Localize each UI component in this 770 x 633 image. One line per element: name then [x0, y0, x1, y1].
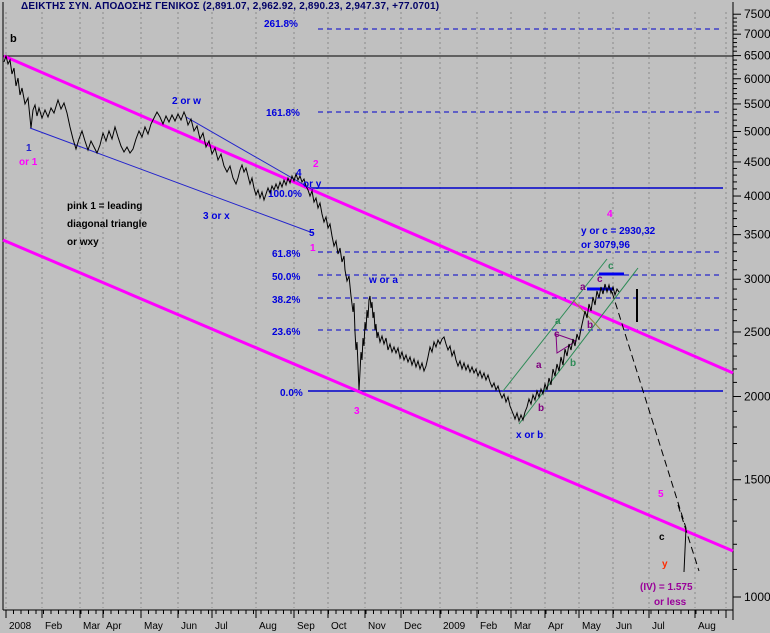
y-axis-label: 7000 — [744, 27, 770, 41]
projection-branch-a — [683, 527, 687, 573]
fib-label-23.6%: 23.6% — [272, 327, 300, 338]
x-axis-label-May: May — [582, 621, 601, 632]
x-axis-label-2009: 2009 — [443, 621, 466, 632]
chart-annotation: or y — [303, 179, 322, 190]
x-axis-label-Nov: Nov — [368, 621, 386, 632]
chart-annotation: or 1 — [19, 157, 38, 168]
chart-annotation: a — [580, 282, 586, 293]
x-axis-label-Jun: Jun — [181, 621, 197, 632]
y-axis-label: 3000 — [744, 272, 770, 286]
y-axis-label: 6500 — [744, 49, 770, 63]
x-axis-label-Mar: Mar — [514, 621, 532, 632]
y-axis-label: 5500 — [744, 97, 770, 111]
chart-title: ΔΕΙΚΤΗΣ ΣΥΝ. ΑΠΟΔΟΣΗΣ ΓΕΝΙΚΟΣ (2,891.07,… — [21, 1, 440, 12]
chart-annotation: (IV) = 1.575 — [640, 582, 693, 593]
chart-annotation: c — [554, 329, 560, 340]
chart-annotation: a — [555, 316, 561, 327]
x-axis-label-Jul: Jul — [652, 621, 665, 632]
x-axis-label-Jul: Jul — [215, 621, 228, 632]
pink-channel-lower — [2, 238, 734, 553]
x-axis-label-Feb: Feb — [45, 621, 63, 632]
y-axis-label: 6000 — [744, 72, 770, 86]
chart-annotation: 5 — [658, 489, 664, 500]
x-axis-label-Apr: Apr — [106, 621, 122, 632]
y-axis-label: 5000 — [744, 124, 770, 138]
fib-label-61.8%: 61.8% — [272, 249, 300, 260]
chart-annotation: 2 or w — [172, 96, 201, 107]
x-axis-label-Apr: Apr — [548, 621, 564, 632]
chart-annotation: pink 1 = leading — [67, 201, 142, 212]
chart-annotation: 4 — [296, 168, 302, 179]
chart-annotation: or 3079,96 — [581, 240, 630, 251]
projection-main — [611, 291, 687, 529]
chart-annotation: 4 — [607, 209, 613, 220]
y-axis-label: 1500 — [744, 473, 770, 487]
y-axis-label: 3500 — [744, 228, 770, 242]
y-axis-label: 7500 — [744, 7, 770, 21]
x-axis-label-Jun: Jun — [616, 621, 632, 632]
chart-annotation: y — [662, 559, 668, 570]
chart-annotation: 2 — [313, 159, 319, 170]
chart-annotation: b — [570, 358, 576, 369]
fib-label-261.8%: 261.8% — [264, 19, 298, 30]
chart-annotation: b — [587, 320, 593, 331]
chart-annotation: 3 or x — [203, 211, 230, 222]
chart-annotation: 1 — [310, 243, 316, 254]
y-axis-label: 4500 — [744, 155, 770, 169]
x-axis-label-Mar: Mar — [83, 621, 101, 632]
price-series — [3, 54, 620, 423]
fib-label-0.0%: 0.0% — [280, 388, 303, 399]
y-axis-label: 1000 — [744, 590, 770, 604]
x-axis-label-2008: 2008 — [9, 621, 32, 632]
chart-annotation: c — [659, 532, 665, 543]
chart-annotation: c — [608, 261, 614, 272]
x-axis-label-Aug: Aug — [698, 621, 716, 632]
chart-annotation: a — [536, 360, 542, 371]
green-channel-right — [518, 267, 639, 425]
chart-annotation: x or b — [516, 430, 543, 441]
x-axis-label-Dec: Dec — [404, 621, 422, 632]
chart-annotation: 5 — [309, 228, 315, 239]
x-axis-label-Feb: Feb — [480, 621, 498, 632]
chart-annotation: 3 — [354, 406, 360, 417]
chart-annotation: c — [597, 274, 603, 285]
chart-annotation: diagonal triangle — [67, 219, 147, 230]
x-axis-label-Sep: Sep — [297, 621, 315, 632]
fib-label-50.0%: 50.0% — [272, 272, 300, 283]
x-axis-label-Oct: Oct — [331, 621, 347, 632]
blue-wedge-lower — [29, 127, 314, 234]
y-axis-label: 2000 — [744, 390, 770, 404]
y-axis-label: 2500 — [744, 325, 770, 339]
chart-annotation: or less — [654, 597, 687, 608]
green-channel-left — [502, 258, 608, 392]
fib-label-38.2%: 38.2% — [272, 295, 300, 306]
purple-triangle — [555, 333, 578, 354]
pink-channel-upper — [3, 54, 734, 375]
fib-label-100.0%: 100.0% — [268, 189, 302, 200]
projection-branch-b — [677, 504, 700, 572]
y-axis-label: 4000 — [744, 189, 770, 203]
chart-annotation: y or c = 2930,32 — [581, 226, 656, 237]
chart-annotation: 1 — [26, 143, 32, 154]
chart-annotation: b — [10, 33, 17, 45]
x-axis-label-May: May — [144, 621, 163, 632]
fib-label-161.8%: 161.8% — [266, 108, 300, 119]
chart-annotation: or wxy — [67, 237, 99, 248]
chart-annotation: b — [538, 403, 544, 414]
x-axis-label-Aug: Aug — [259, 621, 277, 632]
chart-annotation: w or a — [368, 275, 398, 286]
